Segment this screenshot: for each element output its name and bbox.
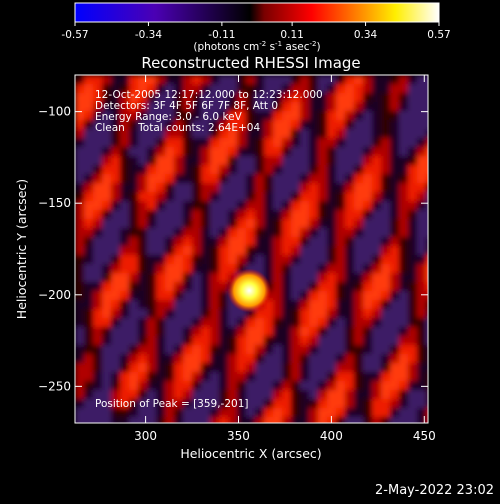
colorbar [74,2,440,23]
footer-date: 2-May-2022 23:02 [375,483,494,498]
y-tick-label: −150 [38,196,71,210]
annotation-time-range: 12-Oct-2005 12:17:12.000 to 12:23:12.000 [95,89,323,101]
colorbar-tick-label: 0.34 [354,29,378,41]
axis-ticks: 300 350 400 450 −100 −150 −200 −250 [38,75,436,443]
y-tick-label: −200 [38,288,71,302]
colorbar-tick-label: 0.57 [427,29,450,41]
x-tick-label: 450 [413,429,436,443]
colorbar-tick-label: 0.11 [280,29,303,41]
y-tick-label: −100 [38,105,71,119]
annotation-peak-position: Position of Peak = [359,-201] [95,398,249,410]
colorbar-tick-label: -0.34 [135,29,162,41]
annotation-detectors: Detectors: 3F 4F 5F 6F 7F 8F, Att 0 [95,100,278,112]
colorbar-unit-label: (photons cm-2 s-1 asec-2) [193,40,320,53]
x-tick-label: 350 [227,429,250,443]
peak-source [227,268,272,313]
x-tick-label: 400 [320,429,343,443]
colorbar-tick-label: -0.57 [61,29,88,41]
chart-title: Reconstructed RHESSI Image [141,54,360,72]
y-axis-label: Heliocentric Y (arcsec) [14,179,29,319]
plot-frame [74,74,429,424]
y-tick-label: −250 [38,379,71,393]
colorbar-tick-label: -0.11 [208,29,235,41]
colorbar-ticks: -0.57 -0.34 -0.11 0.11 0.34 0.57 [61,22,451,41]
x-axis-label: Heliocentric X (arcsec) [180,446,321,461]
x-tick-label: 300 [134,429,157,443]
annotation-clean-counts: Clean Total counts: 2.64E+04 [95,122,260,134]
annotation-energy-range: Energy Range: 3.0 - 6.0 keV [95,111,243,123]
heatmap-image [75,75,428,423]
